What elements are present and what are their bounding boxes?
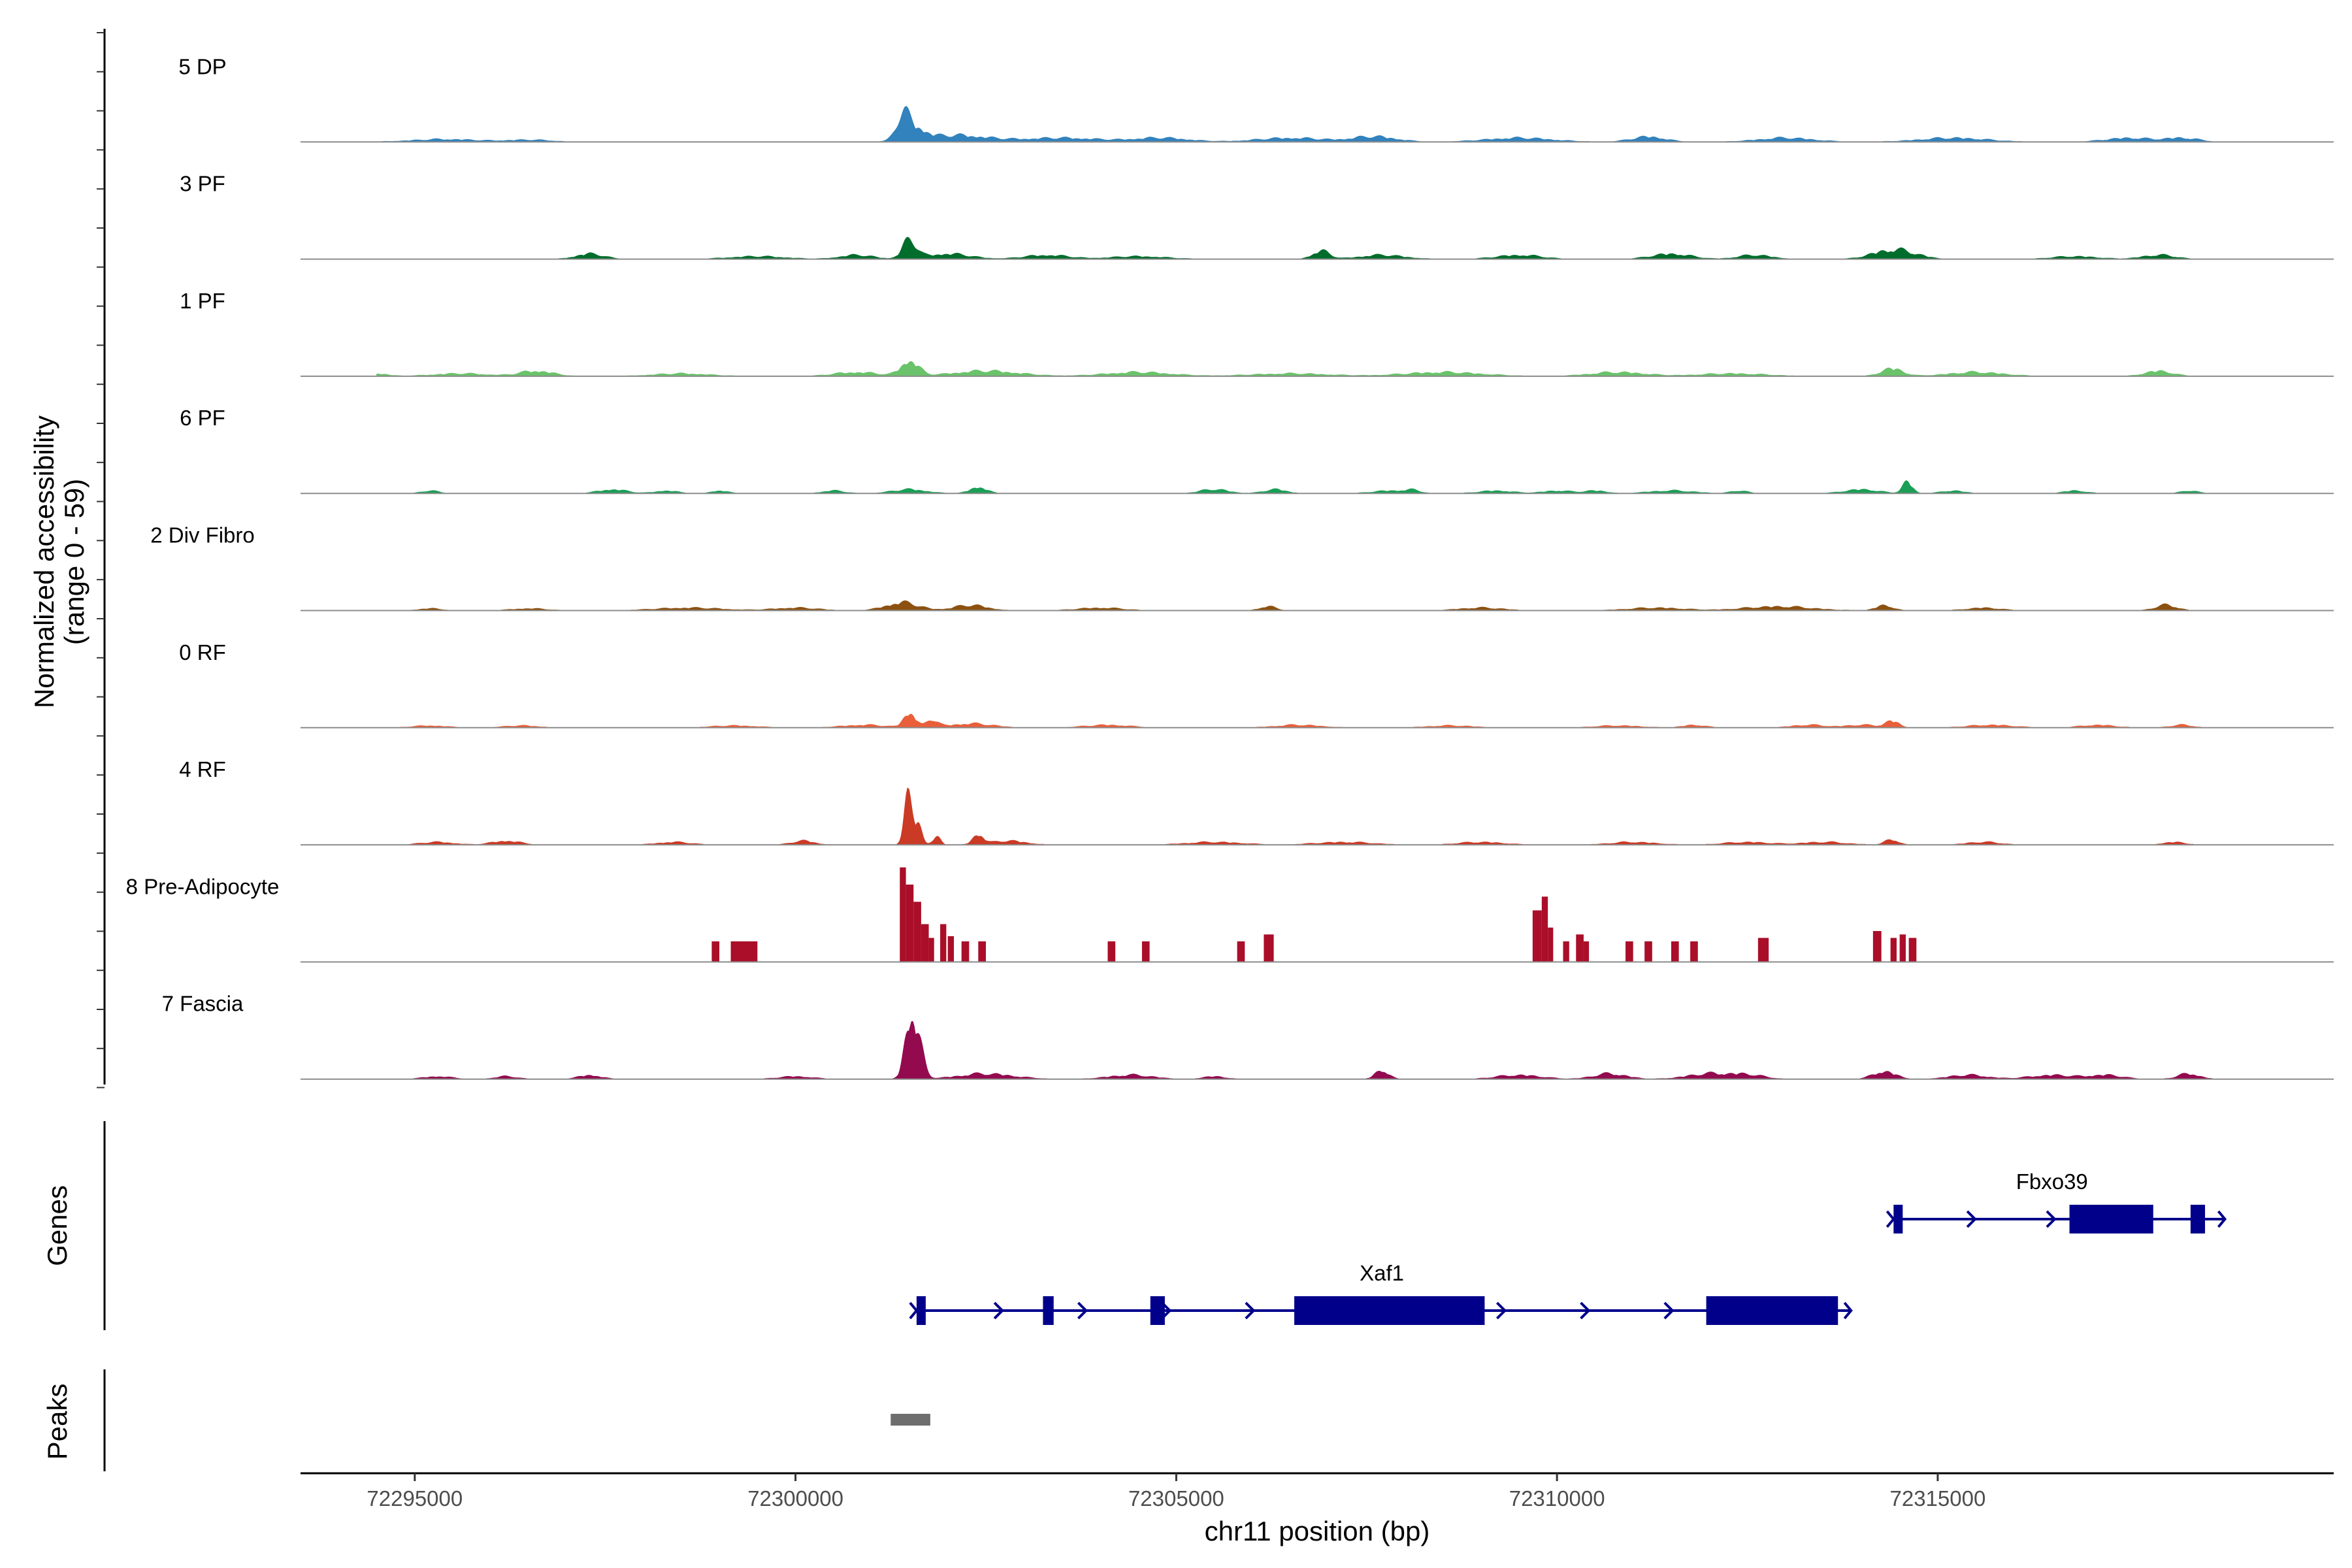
coverage-bar [940, 924, 947, 962]
strand-arrow [1663, 1301, 1674, 1320]
gene-exon [1294, 1296, 1485, 1325]
track-0-rf: 0 RF [179, 640, 2334, 728]
coverage-bar [1576, 934, 1584, 962]
coverage-bar [1899, 934, 1906, 962]
gene-xaf1: Xaf1 [909, 1261, 1853, 1325]
track-6-pf: 6 PF [180, 406, 2334, 495]
coverage-area [376, 600, 2212, 612]
coverage-tracks: 5 DP 3 PF 1 PF 6 PF 2 Div Fibro 0 RF 4 RF 8 Pre… [126, 54, 2334, 1080]
strand-arrow [993, 1301, 1004, 1320]
gene-exon [1706, 1296, 1838, 1325]
strand-arrow [1495, 1301, 1507, 1320]
coverage-bar [1563, 941, 1569, 962]
coverage-bar [1671, 941, 1679, 962]
peaks-panel-title: Peaks [42, 1384, 73, 1460]
x-axis-ticks: 72295000 72300000 72305000 72310000 72315000 [367, 1473, 1985, 1511]
coverage-bar [742, 941, 758, 962]
gene-exon [1893, 1205, 1903, 1233]
coverage-bar [730, 941, 743, 962]
coverage-bar [1625, 941, 1633, 962]
coverage-bar [1890, 938, 1897, 962]
track-8-pre-adipocyte: 8 Pre-Adipocyte [126, 867, 2334, 963]
coverage-area [376, 361, 2212, 377]
gene-exon [2069, 1205, 2153, 1233]
coverage-area [376, 713, 2212, 728]
coverage-area [376, 480, 2212, 494]
coverage-bar [1264, 934, 1274, 962]
coverage-bar [1644, 941, 1652, 962]
coverage-bar [900, 867, 906, 962]
strand-arrow [1580, 1301, 1591, 1320]
coverage-bar [928, 938, 934, 962]
track-label: 7 Fascia [162, 992, 244, 1016]
track-label: 4 RF [179, 757, 226, 781]
track-label: 0 RF [179, 640, 226, 664]
strand-arrow [909, 1301, 919, 1320]
x-axis-title: chr11 position (bp) [1205, 1516, 1430, 1546]
coverage-bar [1872, 931, 1882, 962]
x-tick-label: 72295000 [367, 1486, 463, 1511]
y-axis-title: Normalized accessibility (range 0 - 59) [29, 416, 90, 708]
gene-label: Xaf1 [1360, 1261, 1404, 1285]
coverage-bar [913, 902, 921, 962]
coverage-area [376, 237, 2212, 260]
track-1-pf: 1 PF [180, 289, 2334, 377]
track-2-div-fibro: 2 Div Fibro [150, 523, 2334, 612]
strand-arrow [1245, 1301, 1256, 1320]
x-tick-label: 72315000 [1890, 1486, 1986, 1511]
peak-region [890, 1414, 930, 1426]
strand-arrow [2046, 1210, 2057, 1228]
coverage-bar [906, 884, 914, 962]
coverage-bar [1107, 941, 1116, 962]
gene-exon [2190, 1205, 2206, 1233]
coverage-bar [1541, 896, 1548, 962]
coverage-bar [1548, 927, 1554, 962]
coverage-bar [1141, 941, 1150, 962]
track-label: 5 DP [178, 54, 226, 78]
gene-label: Fbxo39 [2016, 1169, 2088, 1194]
x-tick-label: 72305000 [1128, 1486, 1224, 1511]
peak-annotations [890, 1414, 930, 1426]
x-tick-label: 72300000 [747, 1486, 843, 1511]
track-label: 2 Div Fibro [150, 523, 255, 547]
coverage-bar [947, 936, 955, 962]
x-tick-label: 72310000 [1509, 1486, 1605, 1511]
strand-arrow [1843, 1301, 1853, 1320]
gene-exon [1150, 1296, 1165, 1325]
coverage-y-ticks [97, 32, 105, 1088]
strand-arrow [1886, 1210, 1895, 1228]
gene-annotations: Fbxo39 Xaf1 [909, 1169, 2227, 1325]
coverage-bar [1690, 941, 1698, 962]
strand-arrow [1966, 1210, 1977, 1228]
track-7-fascia: 7 Fascia [162, 992, 2334, 1080]
coverage-area [376, 106, 2212, 142]
track-label: 3 PF [180, 172, 225, 196]
gene-exon [916, 1296, 926, 1325]
track-label: 8 Pre-Adipocyte [126, 874, 280, 898]
coverage-bar [1757, 938, 1769, 962]
gene-exon [1043, 1296, 1054, 1325]
coverage-area [376, 1021, 2212, 1080]
strand-arrow [1077, 1301, 1088, 1320]
track-3-pf: 3 PF [180, 172, 2334, 260]
coverage-bar [1237, 941, 1245, 962]
track-4-rf: 4 RF [179, 757, 2334, 846]
coverage-bar [711, 941, 720, 962]
coverage-bar [1908, 938, 1917, 962]
strand-arrow [2217, 1210, 2227, 1228]
coverage-area [376, 787, 2212, 845]
coverage-bar [1583, 941, 1590, 962]
coverage-bar [978, 941, 986, 962]
track-5-dp: 5 DP [178, 54, 2334, 143]
genes-panel-title: Genes [42, 1185, 73, 1266]
coverage-bar [921, 924, 929, 962]
gene-fbxo39: Fbxo39 [1886, 1169, 2227, 1233]
coverage-bar [961, 941, 970, 962]
y-axis-title-line1: Normalized accessibility [29, 416, 59, 708]
y-axis-title-line2: (range 0 - 59) [59, 479, 90, 645]
track-label: 6 PF [180, 406, 225, 430]
coverage-bar [1532, 910, 1542, 962]
track-label: 1 PF [180, 289, 225, 313]
